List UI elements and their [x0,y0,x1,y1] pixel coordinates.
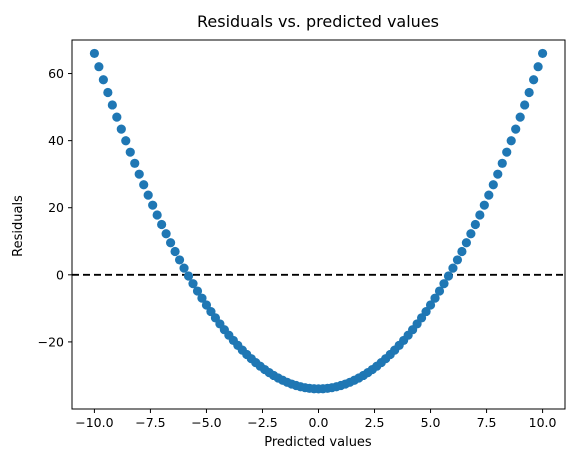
data-point [148,200,158,210]
data-point [511,124,521,134]
y-axis-ticks: −20 0 20 40 60 [38,66,72,349]
data-point [484,190,494,200]
data-point [152,210,162,220]
data-point [537,48,548,59]
data-point [98,75,108,85]
data-point [506,136,516,146]
data-point [493,169,503,179]
data-point [139,180,149,190]
data-point [174,255,185,265]
chart-title: Residuals vs. predicted values [197,12,439,31]
data-point [502,147,512,157]
data-point [134,169,144,179]
data-point [524,87,534,98]
data-point [166,238,176,248]
data-point [439,279,449,289]
data-point [107,100,117,110]
data-point [94,62,104,72]
data-point [533,62,543,72]
data-point [125,147,135,157]
data-point [143,190,153,200]
data-point [157,219,167,230]
data-point [421,306,431,317]
data-point [89,48,100,59]
data-point [188,279,198,289]
data-point [425,300,436,310]
y-tick-label: 40 [48,133,64,148]
y-tick-label: −20 [38,334,64,349]
data-point [116,124,126,134]
data-point [179,263,189,273]
x-tick-label: 5.0 [421,415,441,430]
y-tick-label: 0 [56,267,64,282]
data-point [192,286,203,296]
data-point [452,255,463,265]
data-point [466,229,476,239]
data-point [201,300,212,310]
x-tick-label: 0.0 [309,415,329,430]
data-point [475,210,485,220]
data-point [520,100,530,110]
data-point [497,158,507,168]
y-axis-label: Residuals [11,195,26,257]
data-point [515,112,525,122]
data-point [448,263,458,273]
data-point [430,293,440,303]
x-tick-label: −7.5 [135,415,165,430]
data-point [197,293,207,303]
x-tick-label: 2.5 [365,415,385,430]
data-point [103,87,113,98]
data-point [112,112,122,122]
x-tick-label: 7.5 [477,415,497,430]
data-point [470,219,480,230]
x-tick-label: −5.0 [191,415,221,430]
y-tick-label: 20 [48,200,64,215]
data-point [461,238,471,248]
data-point [183,271,194,281]
x-axis-ticks: −10.0 −7.5 −5.0 −2.5 0.0 2.5 5.0 7.5 10.0 [75,409,557,430]
x-axis-label: Predicted values [264,435,372,450]
data-point [121,136,131,146]
data-point [457,246,467,257]
scatter-points [89,48,548,394]
x-tick-label: 10.0 [529,415,557,430]
data-point [529,75,539,85]
x-tick-label: −2.5 [247,415,277,430]
data-point [479,200,489,210]
y-tick-label: 60 [48,66,64,81]
data-point [161,229,171,239]
data-point [443,271,454,281]
data-point [130,158,140,168]
data-point [434,286,445,296]
data-point [170,246,180,257]
data-point [488,180,498,190]
x-tick-label: −10.0 [75,415,113,430]
